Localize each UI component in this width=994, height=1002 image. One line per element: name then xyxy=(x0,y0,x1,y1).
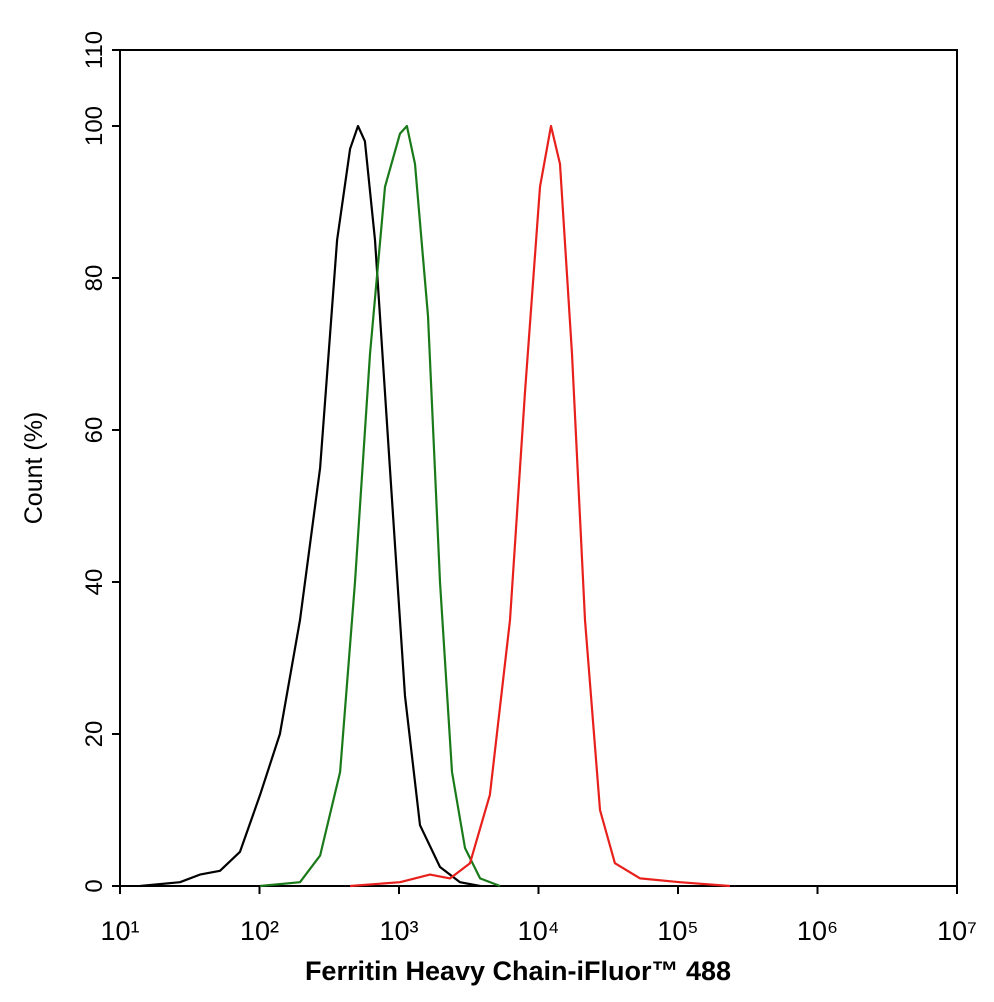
x-tick-label: 10¹ xyxy=(100,916,139,946)
x-tick-label: 10⁴ xyxy=(518,916,560,946)
plot-frame xyxy=(119,49,958,887)
x-tick-label: 10³ xyxy=(379,916,418,946)
y-tick-label: 60 xyxy=(81,417,108,444)
y-tick-label: 110 xyxy=(81,31,108,69)
y-tick-label: 80 xyxy=(81,265,108,292)
x-tick-label: 10⁵ xyxy=(657,916,698,946)
histogram-line xyxy=(350,124,731,888)
histogram-line xyxy=(259,124,501,888)
y-tick-label: 0 xyxy=(81,879,108,892)
x-tick-label: 10⁷ xyxy=(937,916,977,946)
y-axis-label: Count (%) xyxy=(20,412,48,525)
x-axis-label: Ferritin Heavy Chain-iFluor™ 488 xyxy=(305,956,731,986)
y-tick-label: 40 xyxy=(81,569,108,596)
x-tick-label: 10⁶ xyxy=(797,916,838,946)
y-tick-label: 20 xyxy=(81,721,108,748)
x-tick-label: 10² xyxy=(240,916,279,946)
y-tick-label: 100 xyxy=(81,106,108,146)
histogram-line xyxy=(139,124,481,888)
